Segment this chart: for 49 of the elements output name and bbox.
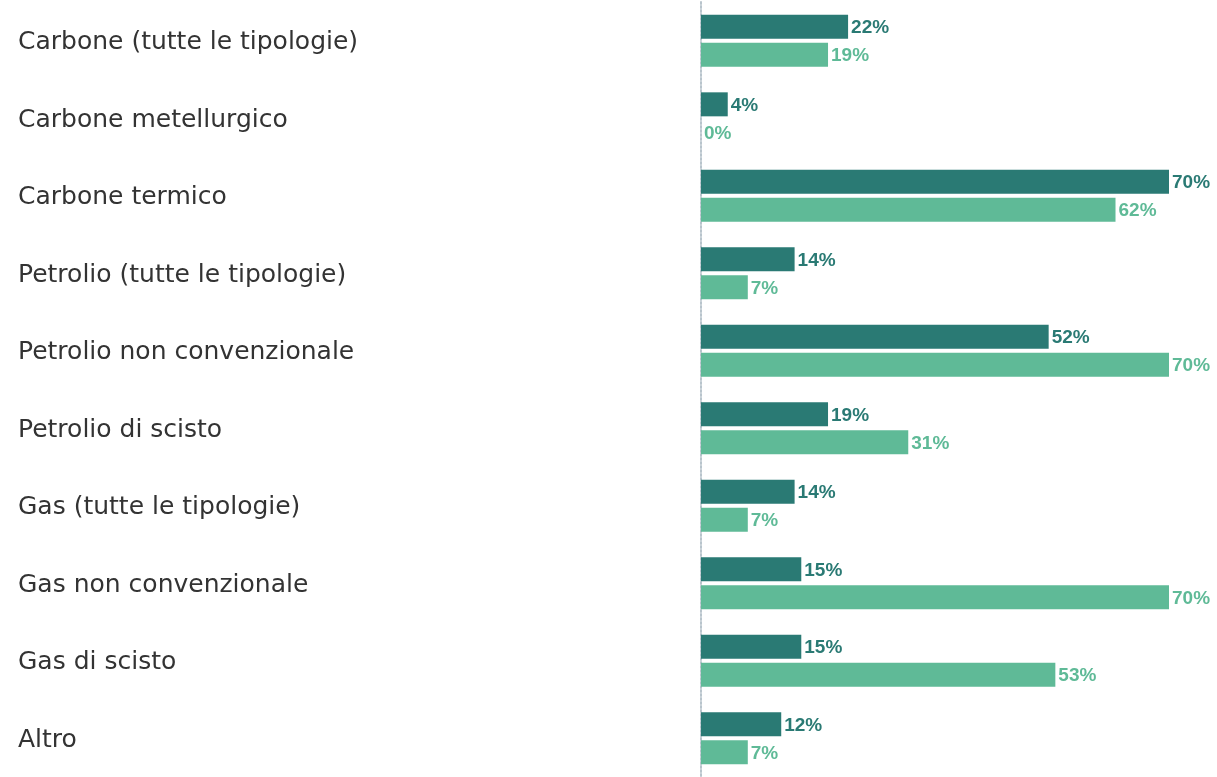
y-tick-label: Altro (18, 723, 77, 753)
data-label: 7% (750, 276, 779, 298)
data-label: 15% (804, 636, 843, 658)
data-label: 52% (1051, 326, 1090, 348)
bar (701, 197, 1116, 222)
y-tick-label: Petrolio non convenzionale (18, 336, 355, 366)
data-label: 7% (750, 741, 779, 763)
data-label: 70% (1172, 171, 1211, 193)
data-label: 53% (1058, 664, 1097, 686)
bar (701, 634, 802, 659)
bar (701, 479, 795, 504)
y-tick-label: Gas di scisto (18, 646, 177, 676)
bar (701, 352, 1169, 377)
bar (701, 42, 829, 67)
y-tick-label: Carbone termico (18, 181, 227, 211)
y-tick-label: Gas non convenzionale (18, 568, 309, 598)
bar (701, 585, 1169, 610)
y-tick-label: Gas (tutte le tipologie) (18, 491, 301, 521)
bar (701, 740, 748, 765)
bar (701, 275, 748, 300)
bar (701, 14, 849, 39)
bar (701, 662, 1056, 687)
bar (701, 324, 1049, 349)
bar (701, 557, 802, 582)
bar (701, 247, 795, 272)
y-tick-label: Carbone (tutte le tipologie) (18, 26, 359, 56)
data-label: 19% (831, 403, 870, 425)
data-label: 14% (797, 481, 836, 503)
bar (701, 402, 829, 427)
data-label: 4% (730, 93, 759, 115)
data-label: 70% (1172, 586, 1211, 608)
data-label: 22% (851, 16, 890, 38)
data-label: 14% (797, 248, 836, 270)
bar (701, 430, 909, 455)
data-label: 70% (1172, 354, 1211, 376)
data-label: 0% (704, 121, 732, 143)
data-label: 31% (911, 431, 950, 453)
data-label: 62% (1118, 199, 1157, 221)
bar (701, 92, 728, 117)
y-tick-label: Petrolio (tutte le tipologie) (18, 258, 347, 288)
data-label: 19% (831, 44, 870, 66)
y-tick-label: Carbone metellurgico (18, 103, 288, 133)
data-label: 7% (750, 509, 779, 531)
bar (701, 712, 782, 737)
bar (701, 169, 1169, 194)
data-label: 15% (804, 558, 843, 580)
bar (701, 507, 748, 532)
y-tick-label: Petrolio di scisto (18, 413, 223, 443)
data-label: 12% (784, 713, 823, 735)
